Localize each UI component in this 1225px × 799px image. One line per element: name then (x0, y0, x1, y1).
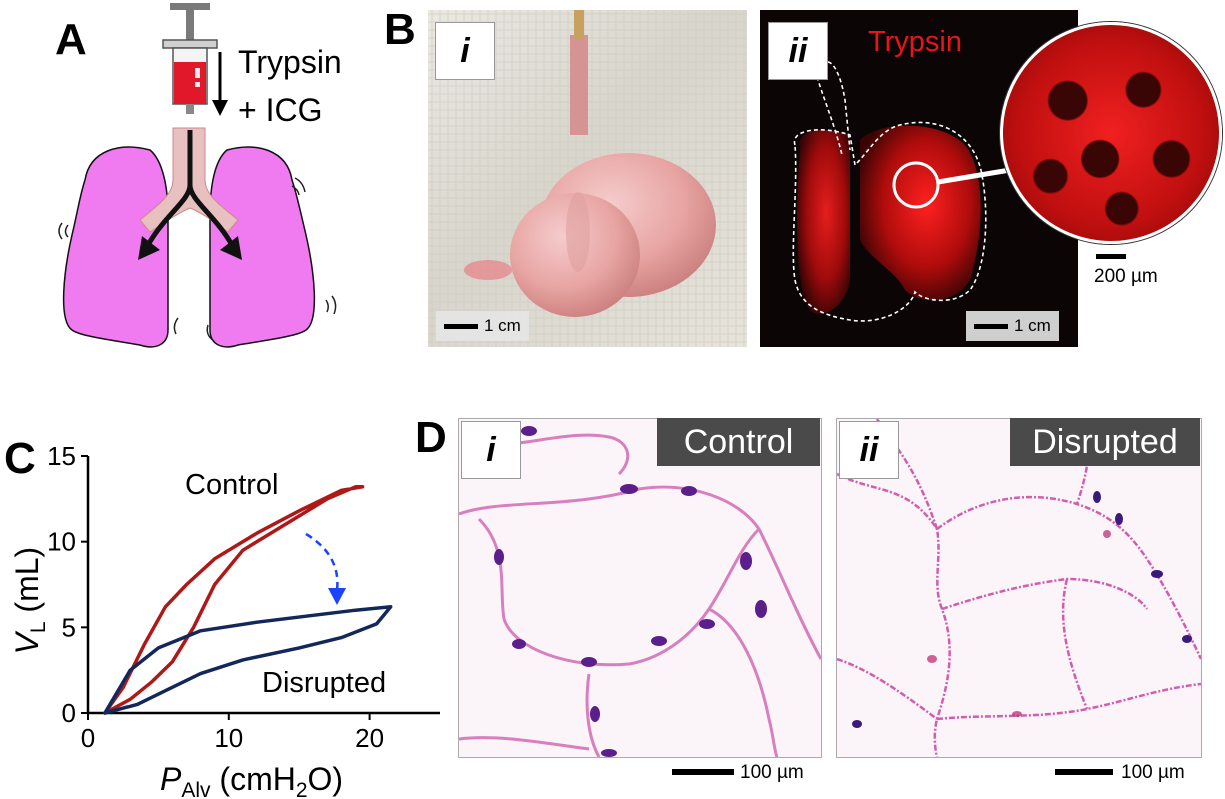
panel-d-i-scale-label: 100 µm (740, 762, 804, 783)
panel-d-i-tag: i (461, 421, 521, 479)
panel-a-letter: A (55, 15, 87, 64)
trypsin-label: Trypsin (238, 44, 342, 80)
histology-control-drawing (459, 426, 821, 757)
x-tick-label: 10 (214, 723, 243, 753)
series-line-disrupted (103, 605, 393, 715)
panel-d-ii-label: Disrupted (1010, 418, 1200, 466)
panel-b-i-scale-label: 1 cm (484, 316, 521, 335)
panel-d-i-scale-bar (672, 769, 734, 775)
zoom-inset (1000, 22, 1222, 244)
left-lung (62, 146, 169, 348)
y-tick-label: 15 (47, 441, 76, 471)
scale-bar-line (444, 324, 478, 330)
y-tick-label: 10 (47, 527, 76, 557)
panel-b-i-tag: i (435, 22, 495, 80)
lung-photo (428, 10, 747, 347)
injection-arrow (212, 100, 228, 116)
inset-scale-label: 200 µm (1094, 266, 1158, 287)
syringe-plunger-rod (186, 10, 194, 42)
x-tick-label: 0 (81, 723, 95, 753)
panel-c-letter: C (4, 434, 36, 483)
syringe-needle (186, 104, 194, 114)
histology-disrupted-drawing (837, 419, 1201, 757)
x-axis-label: PAlv (cmH2O) (160, 761, 343, 799)
lung-photo-drawing (428, 10, 747, 347)
annotation-disrupted: Disrupted (262, 667, 386, 699)
fluorescence-title: Trypsin (868, 26, 962, 58)
panel-b-letter: B (384, 5, 416, 54)
panel-d-i-label: Control (657, 418, 820, 466)
scale-bar-line (974, 324, 1008, 330)
series-line-control (103, 485, 365, 715)
syringe-plunger-cap (170, 3, 210, 10)
y-tick-label: 0 (62, 698, 76, 728)
airway-left-arrowhead (138, 236, 160, 260)
panel-b-ii-scale-label: 1 cm (1014, 316, 1051, 335)
annotation-control: Control (185, 469, 279, 501)
x-tick-label: 20 (355, 723, 384, 753)
inset-scale-bar (1096, 254, 1126, 259)
panel-b-ii-tag: ii (768, 22, 828, 80)
shift-arrow (305, 532, 339, 591)
panel-d-ii-tag: ii (839, 421, 899, 479)
panel-b-i-scalebar: 1 cm (436, 311, 529, 341)
lung-photo-trachea (570, 35, 588, 135)
panel-d-ii-scale-bar (1055, 769, 1113, 775)
airway-right (187, 184, 235, 247)
panel-d-ii-scale-label: 100 µm (1121, 762, 1185, 783)
shift-arrowhead (328, 588, 346, 605)
right-lung (209, 146, 316, 348)
syringe-liquid (174, 62, 206, 104)
panel-b-ii-scalebar: 1 cm (966, 311, 1059, 341)
syringe-flange (162, 39, 218, 49)
y-axis-label: VL (mL) (9, 547, 50, 655)
airway-right-arrowhead (220, 236, 242, 260)
panel-d-letter: D (415, 413, 447, 462)
pv-chart: 0 5 10 15 0 10 20 Control Disrupted VL (mL) PAlv (… (9, 441, 440, 799)
roi-circle (892, 161, 940, 209)
icg-label: + ICG (238, 92, 323, 128)
lung-syringe-diagram (58, 3, 337, 348)
y-tick-label: 5 (62, 612, 76, 642)
fluorescence-drawing (792, 61, 1011, 322)
